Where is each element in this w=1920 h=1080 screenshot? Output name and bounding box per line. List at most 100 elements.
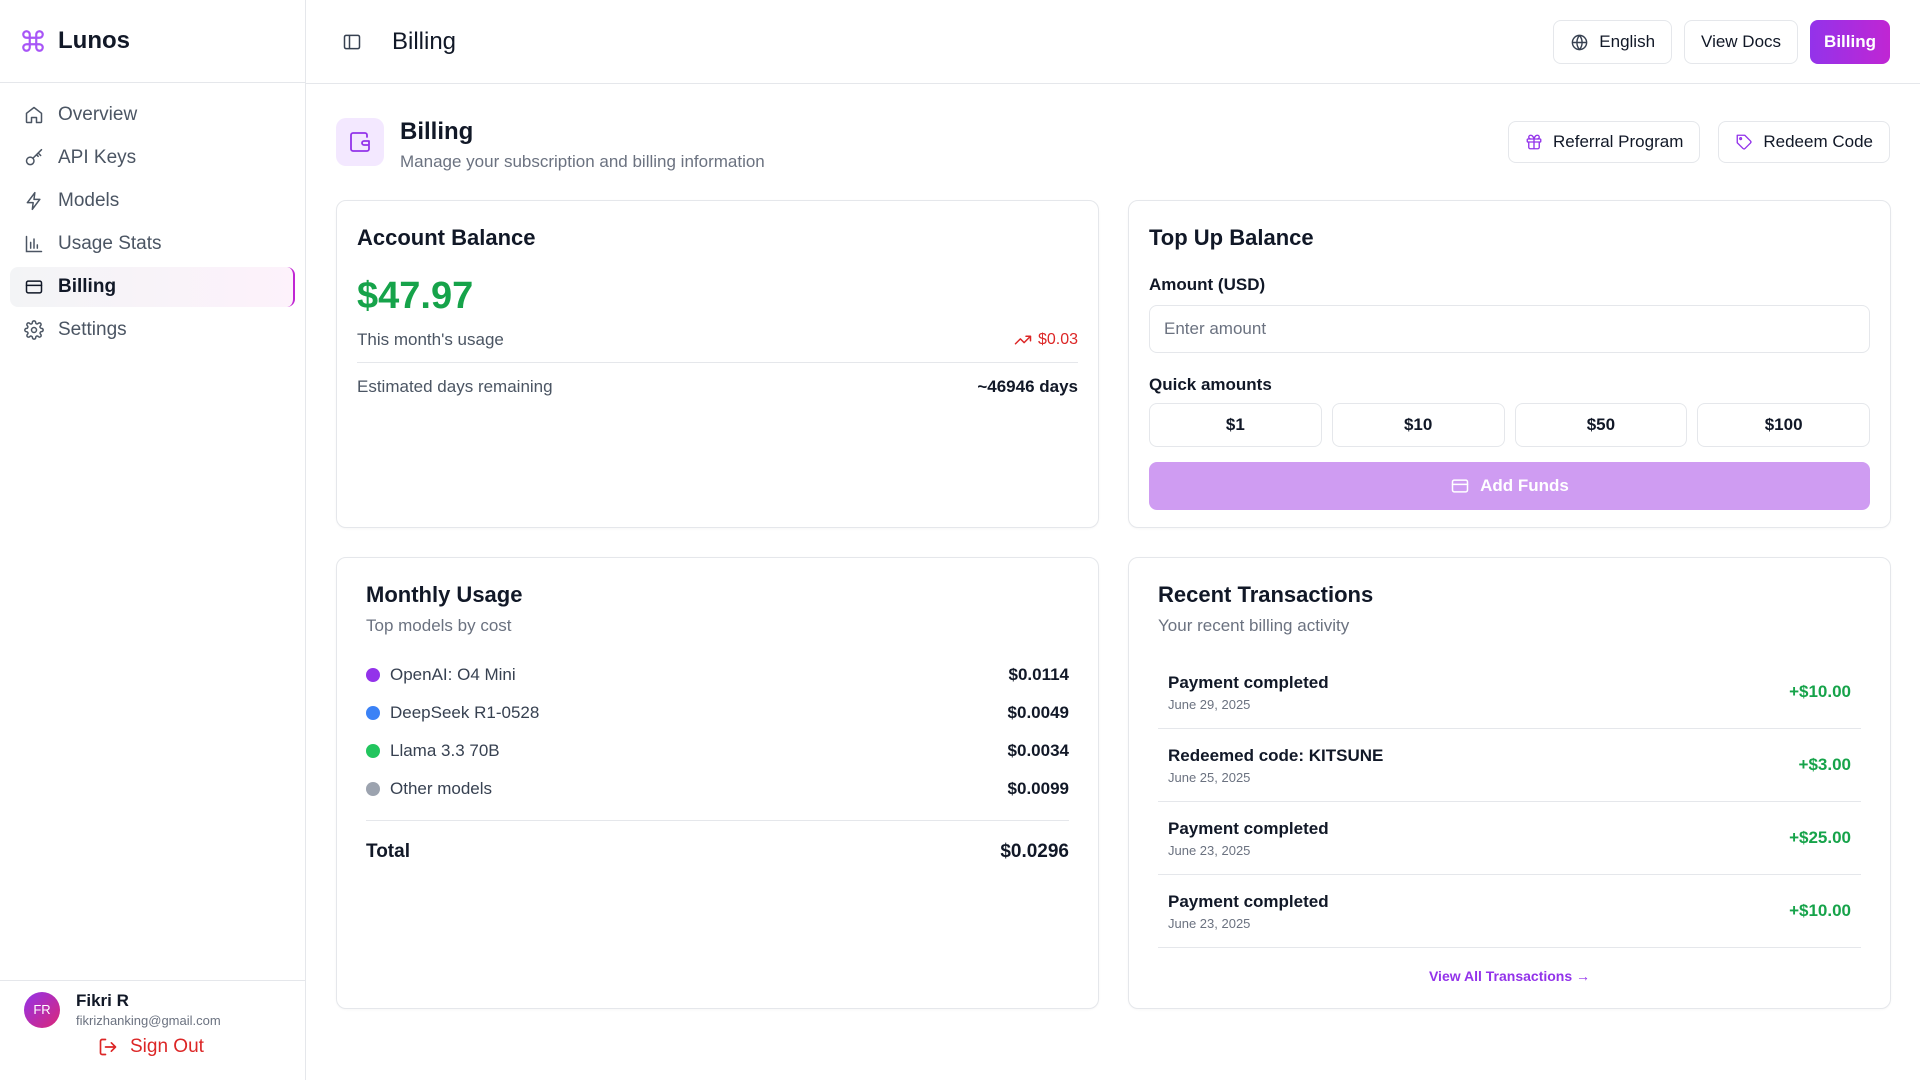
language-button[interactable]: English <box>1553 20 1673 64</box>
quick-amount-100-button[interactable]: $100 <box>1697 403 1870 447</box>
quick-amount-1-button[interactable]: $1 <box>1149 403 1322 447</box>
model-cost: $0.0099 <box>1007 779 1069 798</box>
model-name: Llama 3.3 70B <box>390 741 500 760</box>
user-info[interactable]: FR Fikri R fikrizhanking@gmail.com <box>24 991 305 1028</box>
list-item: OpenAI: O4 Mini $0.0114 <box>366 656 1069 694</box>
series-dot <box>366 744 380 758</box>
sidebar-item-api-keys[interactable]: API Keys <box>10 138 295 178</box>
referral-program-button[interactable]: Referral Program <box>1508 121 1701 163</box>
wallet-icon <box>336 118 384 166</box>
transaction-description: Payment completed <box>1168 818 1329 838</box>
transaction-amount: +$10.00 <box>1789 682 1851 701</box>
gift-icon <box>1525 133 1543 151</box>
amount-input[interactable] <box>1149 305 1870 353</box>
transaction-description: Payment completed <box>1168 672 1329 692</box>
amount-label: Amount (USD) <box>1149 275 1266 294</box>
view-all-transactions-link[interactable]: View All Transactions → <box>1428 968 1591 984</box>
list-item: DeepSeek R1-0528 $0.0049 <box>366 694 1069 732</box>
referral-label: Referral Program <box>1553 132 1684 151</box>
top-bar: Billing English View Docs Billing <box>306 0 1920 84</box>
transaction-amount: +$3.00 <box>1798 755 1851 774</box>
brand[interactable]: Lunos <box>0 0 305 83</box>
series-dot <box>366 782 380 796</box>
command-logo-icon <box>20 28 46 54</box>
list-item: Payment completed June 29, 2025 +$10.00 <box>1158 656 1861 729</box>
quick-amounts-label: Quick amounts <box>1149 375 1272 394</box>
recent-transactions-card: Recent Transactions Your recent billing … <box>1128 557 1891 1009</box>
redeem-label: Redeem Code <box>1763 132 1873 151</box>
quick-amount-50-button[interactable]: $50 <box>1514 403 1688 447</box>
month-usage-label: This month's usage <box>357 330 504 349</box>
transaction-description: Redeemed code: KITSUNE <box>1168 745 1384 765</box>
avatar: FR <box>24 991 60 1028</box>
sidebar-item-label: Settings <box>58 319 127 340</box>
app-name: Lunos <box>58 27 130 54</box>
language-label: English <box>1599 32 1656 51</box>
view-docs-button[interactable]: View Docs <box>1684 20 1799 64</box>
header-actions: English View Docs Billing <box>1553 20 1890 64</box>
page-title: Billing <box>400 118 474 145</box>
total-label: Total <box>366 841 410 862</box>
transactions-title: Recent Transactions <box>1158 582 1374 607</box>
sidebar-item-billing[interactable]: Billing <box>10 267 295 307</box>
monthly-usage-card: Monthly Usage Top models by cost OpenAI:… <box>336 557 1099 1009</box>
quick-amount-10-button[interactable]: $10 <box>1331 403 1505 447</box>
header-title: Billing <box>392 27 457 55</box>
bolt-icon <box>24 191 44 211</box>
month-usage-value-wrap: $0.03 <box>1014 331 1078 349</box>
trending-up-icon <box>1014 331 1032 349</box>
list-item: Payment completed June 23, 2025 +$25.00 <box>1158 802 1861 875</box>
transactions-subtitle: Your recent billing activity <box>1158 616 1350 635</box>
credit-card-icon <box>24 277 44 297</box>
home-icon <box>24 105 44 125</box>
credit-card-icon <box>1450 476 1470 496</box>
sidebar-item-settings[interactable]: Settings <box>10 310 295 350</box>
sidebar-item-label: Overview <box>58 104 138 125</box>
tag-icon <box>1735 133 1753 151</box>
balance-title: Account Balance <box>357 225 536 250</box>
model-cost: $0.0114 <box>1008 665 1069 684</box>
list-item: Other models $0.0099 <box>366 770 1069 808</box>
user-name: Fikri R <box>76 991 129 1010</box>
quick-amounts: $1 $10 $50 $100 <box>1149 403 1870 447</box>
page-subtitle: Manage your subscription and billing inf… <box>400 152 765 171</box>
globe-icon <box>1570 33 1589 52</box>
page-header: Billing Manage your subscription and bil… <box>336 118 765 172</box>
sidebar-item-label: API Keys <box>58 147 137 168</box>
sidebar-item-usage-stats[interactable]: Usage Stats <box>10 224 295 264</box>
total-row: Total $0.0296 <box>366 820 1069 863</box>
model-cost-list: OpenAI: O4 Mini $0.0114 DeepSeek R1-0528… <box>366 656 1069 808</box>
sidebar-item-models[interactable]: Models <box>10 181 295 221</box>
redeem-code-button[interactable]: Redeem Code <box>1718 121 1890 163</box>
transaction-amount: +$25.00 <box>1789 828 1851 847</box>
month-usage-row: This month's usage $0.03 <box>357 330 1078 363</box>
monthly-usage-subtitle: Top models by cost <box>366 616 512 635</box>
model-cost: $0.0034 <box>1007 741 1069 760</box>
add-funds-label: Add Funds <box>1480 476 1569 495</box>
sidebar-item-label: Usage Stats <box>58 233 162 254</box>
days-remaining-row: Estimated days remaining ~46946 days <box>357 377 1078 397</box>
list-item: Llama 3.3 70B $0.0034 <box>366 732 1069 770</box>
sidebar-item-label: Billing <box>58 276 117 297</box>
model-name: OpenAI: O4 Mini <box>390 665 516 684</box>
days-remaining-label: Estimated days remaining <box>357 377 553 396</box>
transaction-date: June 29, 2025 <box>1168 696 1251 712</box>
transaction-amount: +$10.00 <box>1789 901 1851 920</box>
bar-chart-icon <box>24 234 44 254</box>
page-actions: Referral Program Redeem Code <box>1508 121 1890 163</box>
monthly-usage-title: Monthly Usage <box>366 582 523 607</box>
billing-button[interactable]: Billing <box>1810 20 1890 64</box>
top-up-title: Top Up Balance <box>1149 225 1314 250</box>
transaction-date: June 23, 2025 <box>1168 915 1251 931</box>
sign-out-button[interactable]: Sign Out <box>98 1036 305 1058</box>
model-cost: $0.0049 <box>1007 703 1069 722</box>
list-item: Redeemed code: KITSUNE June 25, 2025 +$3… <box>1158 729 1861 802</box>
logout-icon <box>98 1037 118 1057</box>
sidebar-item-overview[interactable]: Overview <box>10 95 295 135</box>
sidebar: Lunos Overview API Keys Models Usage Sta… <box>0 0 306 1080</box>
month-usage-value: $0.03 <box>1037 331 1078 348</box>
add-funds-button[interactable]: Add Funds <box>1149 462 1870 510</box>
top-up-card: Top Up Balance Amount (USD) Quick amount… <box>1128 200 1891 528</box>
sidebar-toggle-icon[interactable] <box>342 32 362 52</box>
list-item: Payment completed June 23, 2025 +$10.00 <box>1158 875 1861 948</box>
